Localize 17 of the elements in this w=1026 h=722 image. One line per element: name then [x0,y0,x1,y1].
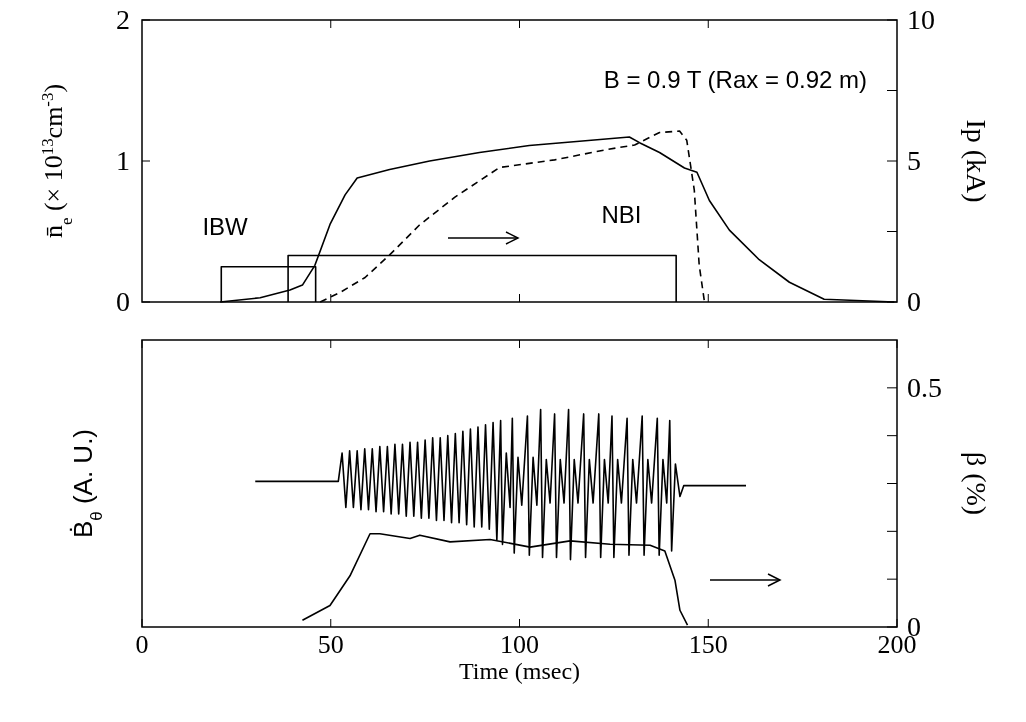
annotation: NBI [601,201,642,229]
y2-axis-title: Ip (kA) [961,119,992,203]
y2-tick-label: 5 [907,145,921,176]
x-tick-label: 150 [688,630,728,659]
x-tick-label: 50 [317,630,344,659]
annotation: B = 0.9 T (Rax = 0.92 m) [603,66,867,93]
x-axis-title: Time (msec) [458,658,581,684]
y2-tick-label: 0.5 [907,371,942,403]
y-tick-label: 1 [116,145,130,176]
x-tick-label: 0 [135,630,149,659]
y-tick-label: 0 [116,286,130,317]
x-tick-label: 100 [500,630,539,659]
y2-axis-title: β (%) [961,451,992,516]
annotation: IBW [202,212,249,240]
y-tick-label: 2 [116,4,130,35]
y2-tick-label: 0 [907,286,921,317]
y2-tick-label: 10 [907,4,935,35]
